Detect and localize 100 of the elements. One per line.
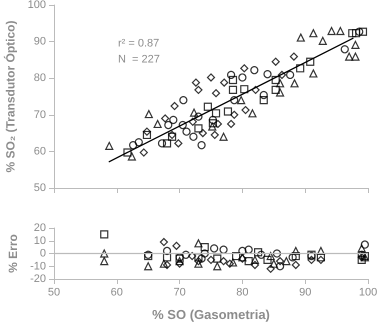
point xyxy=(345,52,354,61)
point xyxy=(204,102,212,111)
x-tick-label: 50 xyxy=(48,286,60,298)
point xyxy=(169,116,178,124)
point xyxy=(309,69,318,78)
y-tick-label: 100 xyxy=(28,0,46,11)
point xyxy=(358,244,366,252)
point xyxy=(162,260,172,270)
point xyxy=(292,252,300,260)
y-axis-title: % Erro xyxy=(6,234,20,273)
point xyxy=(228,86,238,94)
point xyxy=(272,76,280,84)
point xyxy=(226,260,234,268)
point xyxy=(174,139,182,148)
point xyxy=(348,29,356,38)
point xyxy=(240,85,248,94)
point xyxy=(212,109,220,118)
point xyxy=(144,262,152,270)
point xyxy=(263,256,272,264)
point xyxy=(260,96,268,104)
point xyxy=(270,260,278,268)
annotation: N = 227 xyxy=(118,54,160,66)
point xyxy=(286,70,294,80)
point xyxy=(244,257,253,266)
point xyxy=(210,130,219,140)
point xyxy=(336,26,344,36)
point xyxy=(219,246,228,254)
x-tick-label: 80 xyxy=(236,286,249,298)
point xyxy=(206,256,216,264)
point xyxy=(220,78,228,87)
point xyxy=(316,253,325,262)
point xyxy=(214,120,222,128)
point xyxy=(100,257,108,266)
point xyxy=(260,90,268,100)
point xyxy=(194,239,203,248)
point xyxy=(352,29,360,38)
point xyxy=(309,29,318,38)
point xyxy=(161,114,170,123)
point xyxy=(194,253,203,262)
y-tick-label: 80 xyxy=(34,72,46,84)
point xyxy=(172,242,181,250)
point xyxy=(168,130,176,140)
point xyxy=(164,120,172,130)
x-tick-label: 100 xyxy=(358,286,378,298)
point xyxy=(272,58,280,66)
point xyxy=(168,132,176,141)
point xyxy=(327,26,336,36)
point xyxy=(254,248,262,256)
point xyxy=(158,139,166,148)
point xyxy=(226,120,236,128)
point xyxy=(250,260,260,270)
point xyxy=(250,256,260,264)
point xyxy=(162,246,172,256)
point xyxy=(176,260,184,268)
point xyxy=(360,240,369,249)
point xyxy=(228,258,238,267)
point xyxy=(266,252,275,260)
point xyxy=(237,96,246,104)
point xyxy=(142,128,152,136)
point xyxy=(194,86,203,94)
point xyxy=(144,110,153,118)
point xyxy=(340,45,349,54)
point xyxy=(105,142,114,150)
y-tick-label: 0 xyxy=(40,248,46,260)
point xyxy=(358,256,366,264)
point xyxy=(248,109,257,118)
point xyxy=(162,139,172,148)
point xyxy=(358,28,368,36)
point xyxy=(224,107,232,116)
y-tick-label: -20 xyxy=(30,273,46,285)
point xyxy=(198,129,207,138)
y-tick-label: 50 xyxy=(34,182,46,194)
point xyxy=(170,102,179,110)
point xyxy=(190,108,198,117)
point xyxy=(194,124,203,132)
point xyxy=(230,110,238,119)
point xyxy=(250,66,258,74)
point xyxy=(182,250,190,259)
point xyxy=(292,260,300,270)
point xyxy=(355,28,364,36)
point xyxy=(128,152,136,161)
point xyxy=(162,253,172,262)
point xyxy=(276,88,284,97)
point xyxy=(241,106,250,114)
point xyxy=(307,256,316,264)
point xyxy=(189,132,198,141)
point xyxy=(100,230,108,238)
point xyxy=(142,130,152,140)
point xyxy=(296,64,304,72)
point xyxy=(194,257,203,266)
point xyxy=(213,254,222,263)
point xyxy=(272,86,280,94)
point xyxy=(194,112,203,121)
y-tick-label: -10 xyxy=(30,260,46,272)
point xyxy=(227,70,236,80)
point xyxy=(140,148,148,157)
point xyxy=(208,122,216,131)
point xyxy=(266,264,275,273)
point xyxy=(200,249,209,258)
point xyxy=(240,64,248,72)
